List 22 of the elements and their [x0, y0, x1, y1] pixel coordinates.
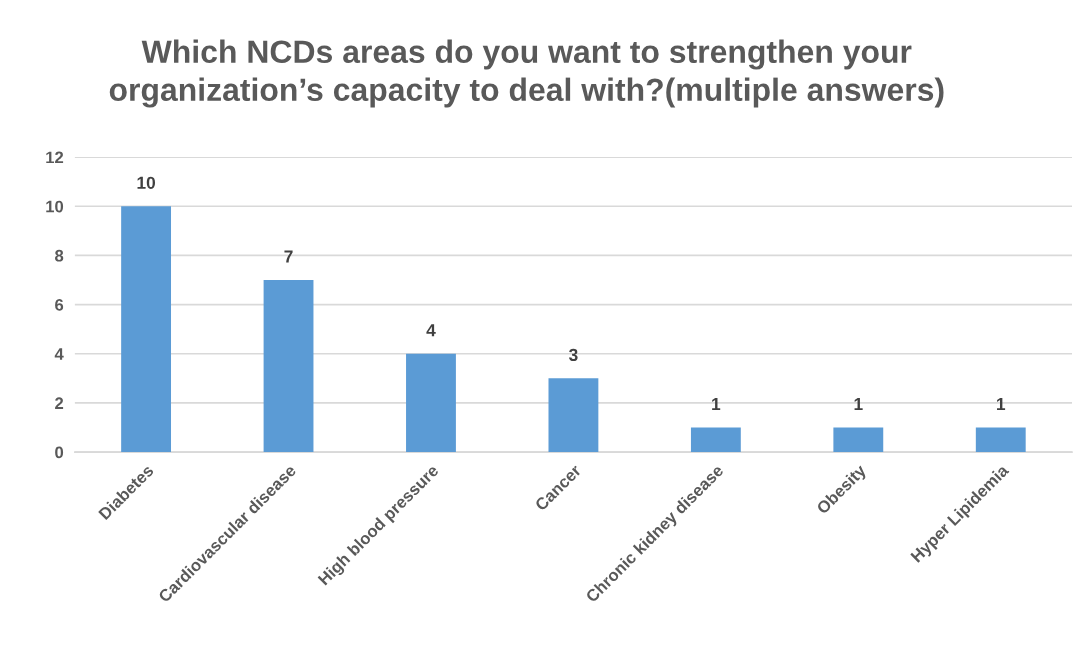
bar: [263, 280, 314, 453]
chart-title: Which NCDs areas do you want to strengthen your organization’s capacity to deal with?(multiple answers): [109, 39, 944, 108]
bar: [548, 378, 599, 453]
y-tick-label: 8: [55, 249, 64, 262]
bar: [406, 353, 456, 453]
data-label: 1: [997, 398, 1006, 411]
data-label: 3: [568, 348, 578, 362]
y-tick-label: 12: [46, 151, 64, 164]
bar: [833, 427, 884, 453]
bar: [690, 427, 741, 453]
data-label: 1: [854, 398, 863, 411]
bar: [121, 206, 172, 453]
y-tick-label: 6: [55, 298, 64, 311]
data-label: 10: [137, 176, 156, 189]
data-label: 1: [712, 398, 721, 411]
y-tick-label: 2: [55, 397, 64, 409]
y-tick-label: 0: [55, 446, 64, 459]
y-tick-label: 10: [46, 200, 64, 213]
data-label: 7: [284, 250, 293, 263]
bar: [975, 427, 1026, 453]
y-tick-label: 4: [54, 348, 64, 360]
data-label: 4: [426, 324, 436, 337]
